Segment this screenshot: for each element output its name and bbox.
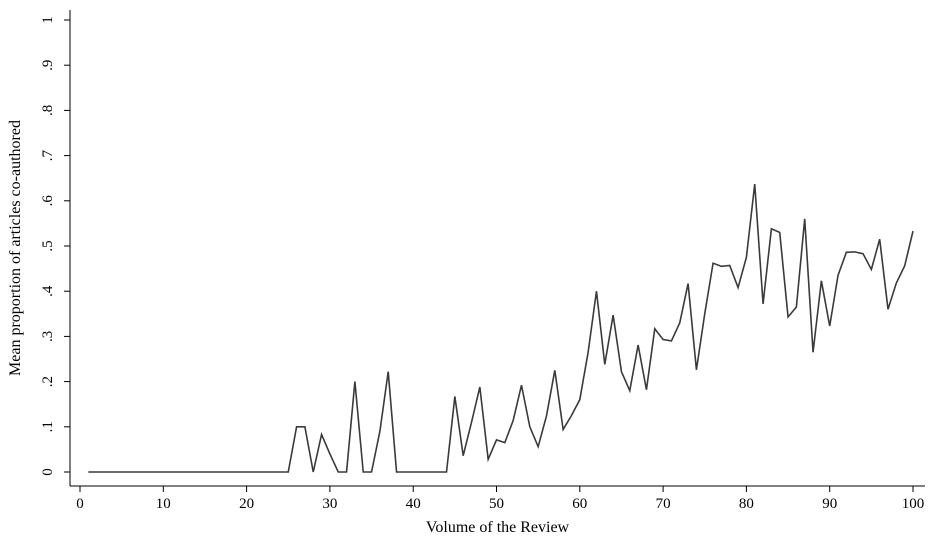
axes-group: 0 10 20 30 40 50 60 70 80 90 100 0 .1 .2 .3 .4 .5 .6 .7 .8… [40, 10, 925, 512]
y-tick-label: .8 [40, 105, 56, 116]
y-tick-label: 1 [40, 16, 56, 24]
x-tick-label: 0 [76, 496, 84, 512]
series-group [88, 183, 914, 473]
x-tick-label: 80 [739, 496, 754, 512]
x-tick-label: 50 [489, 496, 504, 512]
y-tick-label: .5 [40, 240, 56, 251]
y-tick-label: 0 [40, 468, 56, 476]
y-tick-label: .4 [40, 285, 56, 297]
x-tick-label: 90 [822, 496, 837, 512]
x-tick-label: 100 [902, 496, 925, 512]
x-tick-label: 10 [156, 496, 171, 512]
series-line-0 [88, 183, 914, 473]
x-tick-label: 70 [656, 496, 671, 512]
y-ticks-group: 0 .1 .2 .3 .4 .5 .6 .7 .8 .9 1 [40, 16, 70, 476]
x-tick-label: 20 [239, 496, 254, 512]
y-tick-label: .2 [40, 376, 56, 387]
y-tick-label: .1 [40, 421, 56, 432]
x-axis-title: Volume of the Review [426, 519, 570, 536]
y-tick-label: .3 [40, 331, 56, 342]
y-axis-title: Mean proportion of articles co-authored [7, 120, 24, 376]
x-tick-label: 40 [406, 496, 421, 512]
y-tick-label: .7 [40, 149, 56, 161]
x-ticks-group: 0 10 20 30 40 50 60 70 80 90 100 [76, 486, 924, 512]
x-tick-label: 60 [572, 496, 587, 512]
y-tick-label: .9 [40, 60, 56, 71]
y-tick-label: .6 [40, 195, 56, 207]
x-tick-label: 30 [322, 496, 337, 512]
